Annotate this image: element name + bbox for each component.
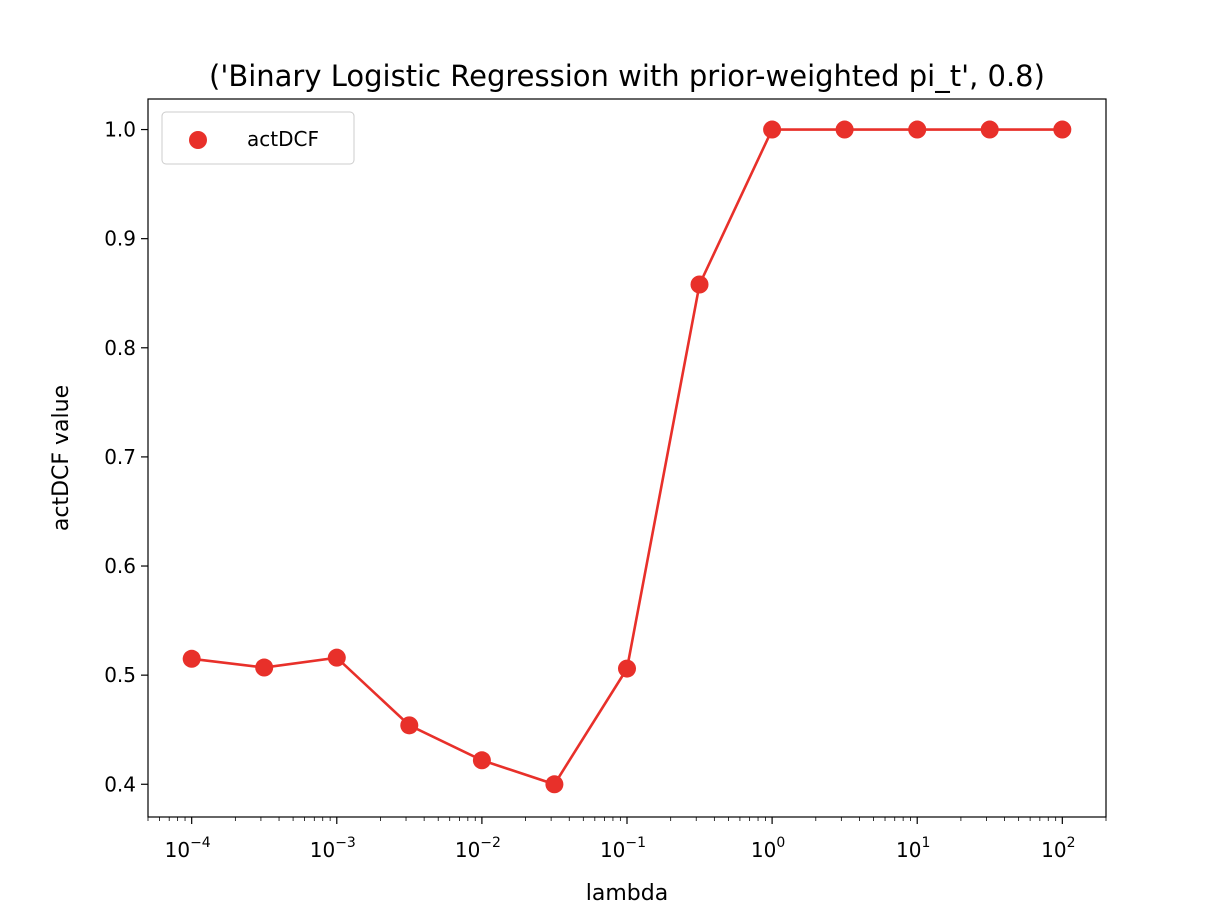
- x-tick-label: 10−2: [455, 835, 501, 862]
- chart-title: ('Binary Logistic Regression with prior-…: [209, 59, 1045, 93]
- data-point: [472, 751, 491, 770]
- y-tick-label: 0.5: [104, 663, 136, 687]
- data-point: [980, 120, 999, 139]
- legend-box: [161, 111, 355, 165]
- y-tick-label: 0.6: [104, 554, 136, 578]
- x-tick-label: 102: [1041, 835, 1075, 862]
- legend-label: actDCF: [247, 127, 319, 151]
- data-point: [618, 659, 636, 678]
- y-tick-label: 0.4: [104, 772, 136, 796]
- y-axis-label: actDCF value: [49, 385, 74, 531]
- data-point: [690, 275, 709, 294]
- data-point: [763, 120, 782, 139]
- x-tick-label: 10−3: [310, 835, 356, 862]
- series-line: [191, 128, 1063, 786]
- x-tick-label: 100: [751, 835, 785, 862]
- data-point: [545, 775, 564, 794]
- y-axis: 0.4 0.5 0.6 0.7 0.8 0.9 1.0: [104, 118, 148, 796]
- x-tick-label: 101: [896, 835, 930, 862]
- axes-frame: [147, 98, 1107, 818]
- x-tick-label: 10−4: [165, 835, 211, 862]
- y-tick-label: 0.7: [104, 445, 136, 469]
- data-point: [182, 649, 201, 668]
- data-point: [327, 648, 346, 667]
- data-point: [908, 120, 927, 139]
- y-tick-label: 1.0: [104, 118, 136, 142]
- plot-area: [182, 120, 1072, 794]
- x-tick-label: 10−1: [600, 835, 646, 862]
- x-axis: 10−4 10−3 10−2 10−1 100 101 102: [147, 817, 1107, 862]
- x-axis-label: lambda: [586, 881, 668, 906]
- legend-marker: [189, 131, 207, 149]
- data-point: [835, 120, 854, 139]
- data-point: [400, 716, 419, 735]
- data-point: [1053, 120, 1072, 139]
- data-point: [255, 658, 274, 677]
- y-tick-label: 0.9: [104, 227, 136, 251]
- y-tick-label: 0.8: [104, 336, 136, 360]
- legend: actDCF: [161, 111, 355, 165]
